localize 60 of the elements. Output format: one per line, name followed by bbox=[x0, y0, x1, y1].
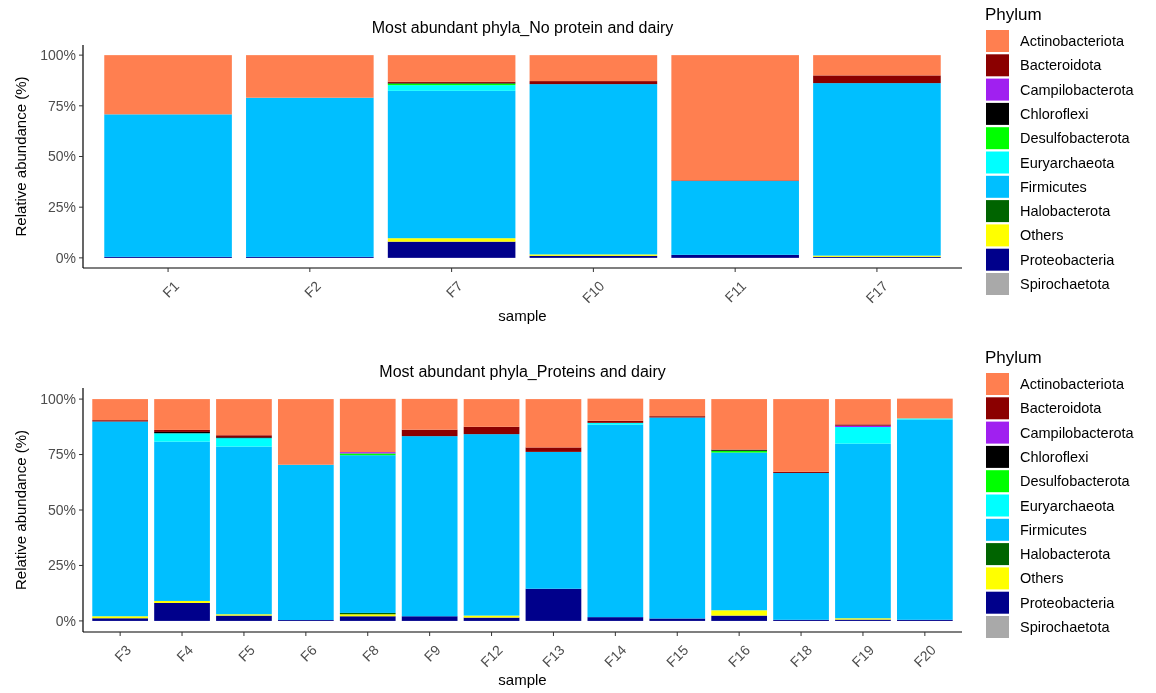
x-axis-title: sample bbox=[498, 671, 547, 688]
y-tick-label: 100% bbox=[40, 390, 76, 407]
x-tick-label: F5 bbox=[235, 641, 259, 665]
y-tick-label: 25% bbox=[47, 199, 76, 216]
legend-label: Chloroflexi bbox=[1020, 448, 1089, 465]
legend-title: Phylum bbox=[985, 5, 1042, 24]
legend-label: Campilobacterota bbox=[1020, 81, 1135, 98]
x-tick-label: F18 bbox=[786, 641, 816, 671]
x-tick-label: F16 bbox=[724, 641, 754, 671]
x-tick-label: F7 bbox=[442, 277, 466, 301]
legend-label: Actinobacteriota bbox=[1020, 33, 1125, 50]
x-axis-title: sample bbox=[498, 307, 547, 324]
legend-label: Campilobacterota bbox=[1020, 424, 1135, 441]
x-tick-label: F19 bbox=[848, 641, 878, 671]
x-tick-label: F10 bbox=[579, 277, 608, 307]
legend-label: Desulfobacterota bbox=[1020, 130, 1131, 147]
x-tick-label: F4 bbox=[173, 641, 197, 665]
y-tick-label: 50% bbox=[47, 501, 76, 518]
legend-label: Spirochaetota bbox=[1020, 276, 1111, 293]
legend-label: Firmicutes bbox=[1020, 521, 1087, 538]
legend-label: Firmicutes bbox=[1020, 178, 1087, 195]
x-tick-label: F13 bbox=[539, 641, 568, 671]
y-tick-label: 100% bbox=[40, 47, 76, 64]
x-tick-label: F11 bbox=[721, 277, 750, 306]
legend-label: Proteobacteria bbox=[1020, 594, 1116, 611]
x-tick-label: F9 bbox=[420, 641, 444, 665]
legend-label: Euryarchaeota bbox=[1020, 497, 1116, 514]
y-tick-label: 50% bbox=[47, 148, 76, 165]
x-tick-label: F15 bbox=[662, 641, 692, 671]
legend-label: Halobacterota bbox=[1020, 203, 1112, 220]
x-tick-label: F2 bbox=[301, 277, 325, 301]
y-tick-label: 0% bbox=[55, 612, 76, 629]
y-tick-label: 0% bbox=[55, 249, 76, 266]
x-tick-label: F14 bbox=[601, 641, 630, 671]
legend-title: Phylum bbox=[985, 348, 1042, 367]
x-tick-label: F17 bbox=[862, 277, 892, 307]
legend-label: Bacteroidota bbox=[1020, 57, 1103, 74]
y-axis-title: Relative abundance (%) bbox=[12, 76, 29, 237]
x-tick-label: F12 bbox=[477, 641, 506, 671]
legend-label: Actinobacteriota bbox=[1020, 376, 1125, 393]
x-tick-label: F6 bbox=[297, 641, 321, 665]
legend-label: Bacteroidota bbox=[1020, 400, 1103, 417]
legend-label: Others bbox=[1020, 227, 1064, 244]
chart-title: Most abundant phyla_No protein and dairy bbox=[371, 19, 674, 37]
x-tick-label: F8 bbox=[358, 641, 382, 665]
chart-title: Most abundant phyla_Proteins and dairy bbox=[379, 363, 666, 381]
legend-label: Spirochaetota bbox=[1020, 619, 1111, 636]
y-tick-label: 75% bbox=[47, 97, 76, 114]
legend-label: Halobacterota bbox=[1020, 546, 1112, 563]
x-tick-label: F3 bbox=[111, 641, 135, 665]
x-tick-label: F20 bbox=[910, 641, 940, 671]
legend-label: Others bbox=[1020, 570, 1064, 587]
y-axis-title: Relative abundance (%) bbox=[12, 429, 29, 591]
legend-label: Desulfobacterota bbox=[1020, 473, 1131, 490]
y-tick-label: 25% bbox=[47, 557, 76, 574]
legend-label: Euryarchaeota bbox=[1020, 154, 1116, 171]
legend-label: Chloroflexi bbox=[1020, 105, 1089, 122]
x-tick-label: F1 bbox=[159, 277, 183, 301]
legend-label: Proteobacteria bbox=[1020, 251, 1116, 268]
y-tick-label: 75% bbox=[47, 446, 76, 463]
